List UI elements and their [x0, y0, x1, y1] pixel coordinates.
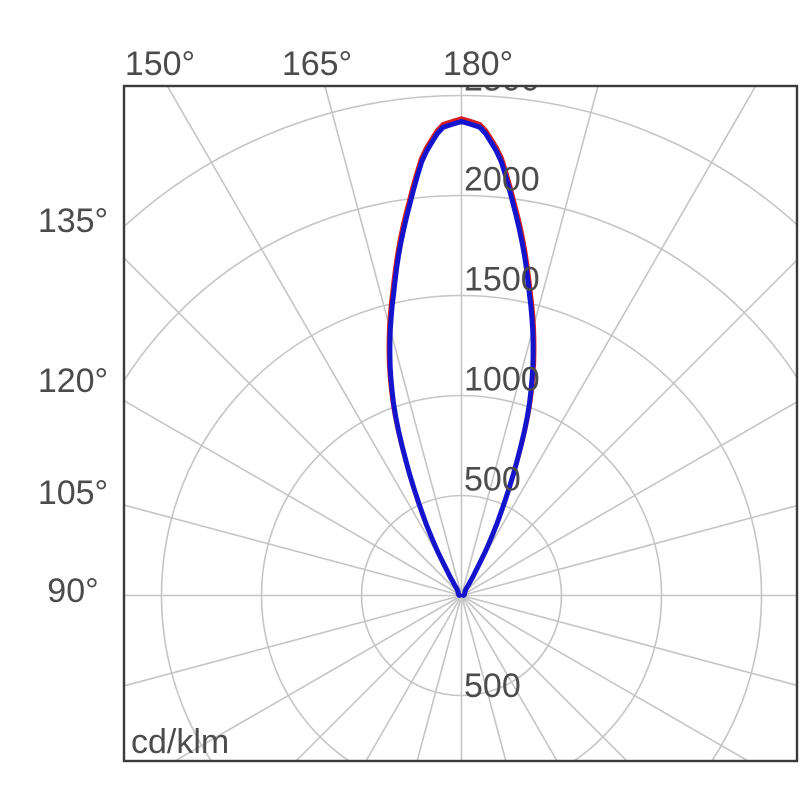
grid-spoke [460, 258, 797, 597]
intensity-curves [386, 116, 537, 598]
grid-spoke [124, 504, 462, 597]
angle-labels: 150° 165° 180° 135° 120° 105° 90° [38, 45, 513, 610]
grid-spoke [416, 595, 463, 761]
radial-tick-label: 1000 [464, 361, 540, 399]
grid-spoke [124, 399, 462, 597]
plot-border [122, 84, 799, 763]
radial-tick-label: 1500 [464, 261, 540, 299]
grid-spoke [460, 595, 507, 761]
grid-spoke [461, 594, 797, 687]
unit-label: cd/klm [131, 723, 229, 761]
grid-spoke [461, 504, 797, 597]
grid-spoke [460, 595, 558, 761]
grid-spoke [173, 594, 462, 761]
blue_curve [387, 119, 536, 598]
grid-ring [360, 494, 563, 697]
angle-tick-label: 120° [38, 362, 108, 400]
grid-ring [260, 394, 663, 761]
angle-tick-label: 90° [47, 572, 98, 610]
radial-tick-label: 2000 [464, 161, 540, 199]
grid-spoke [166, 86, 463, 596]
angle-tick-label: 105° [38, 474, 108, 512]
grid-spoke [124, 256, 463, 597]
grid-spoke [461, 400, 797, 597]
angle-tick-label: 150° [125, 45, 195, 83]
grid-spoke [124, 594, 462, 687]
grid-spoke [324, 86, 463, 596]
grid-ring [124, 94, 797, 228]
grid-spoke [294, 594, 463, 761]
grid-spoke [460, 594, 629, 761]
grid-spoke [460, 86, 757, 596]
angle-tick-label: 180° [443, 45, 513, 83]
angle-tick-label: 135° [38, 202, 108, 240]
angle-tick-label: 165° [282, 45, 352, 83]
radial-value-labels: 500 1000 1500 2000 2500 500 [464, 61, 540, 705]
grid-ring [160, 294, 763, 761]
grid-spoke [365, 595, 463, 761]
grid-spoke [460, 86, 599, 596]
radial-tick-label: 2500 [464, 61, 540, 99]
grid-ring [124, 194, 797, 383]
radial-tick-label: 500 [464, 667, 521, 705]
radial-tick-label: 500 [464, 461, 521, 499]
